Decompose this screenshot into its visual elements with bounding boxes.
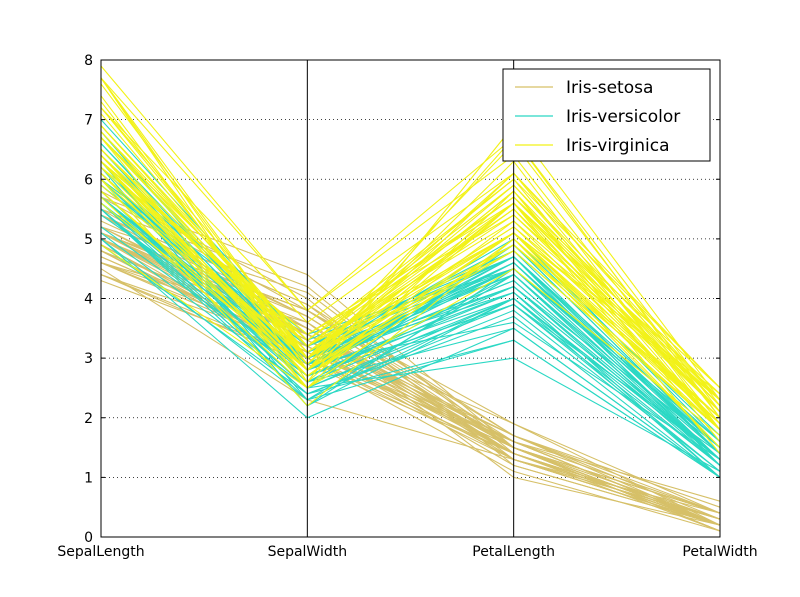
y-tick-label: 1 — [84, 470, 93, 486]
legend-box — [502, 68, 711, 162]
series-line — [100, 238, 721, 478]
legend-label: Iris-virginica — [566, 136, 670, 156]
series-line — [100, 77, 721, 407]
y-tick-label: 6 — [84, 172, 93, 188]
y-tick-label: 7 — [84, 113, 93, 129]
series-line — [100, 137, 721, 389]
x-tick-labels: SepalLength SepalWidth PetalLength PetalWid… — [57, 544, 757, 560]
series-line — [100, 190, 721, 425]
series-line — [100, 137, 721, 395]
legend-label: Iris-versicolor — [566, 107, 680, 127]
y-tick-label: 8 — [84, 53, 93, 69]
series-line — [100, 178, 721, 448]
y-tick-label: 5 — [84, 232, 93, 248]
series-line — [100, 77, 721, 419]
x-tick-label: SepalWidth — [268, 544, 348, 560]
series-line — [100, 166, 721, 401]
y-tick-label: 0 — [84, 530, 93, 546]
x-tick-label: SepalLength — [57, 544, 144, 560]
series-line — [100, 208, 721, 460]
series-line — [100, 244, 721, 437]
y-tick-label: 3 — [84, 351, 93, 367]
legend: Iris-setosa Iris-versicolor Iris-virginica — [502, 68, 711, 162]
legend-label: Iris-setosa — [566, 78, 653, 98]
y-tick-label: 2 — [84, 411, 93, 427]
x-tick-label: PetalWidth — [682, 544, 757, 560]
series-line — [100, 208, 721, 478]
series-line — [100, 155, 721, 407]
y-tick-label: 4 — [84, 292, 93, 308]
series-line — [100, 232, 721, 472]
x-tick-label: PetalLength — [472, 544, 555, 560]
series-line — [100, 149, 721, 419]
series-line — [100, 107, 721, 389]
y-tick-labels: 0 1 2 3 4 5 6 7 8 — [84, 53, 720, 546]
series-line — [100, 184, 721, 431]
series-lines — [100, 65, 721, 532]
